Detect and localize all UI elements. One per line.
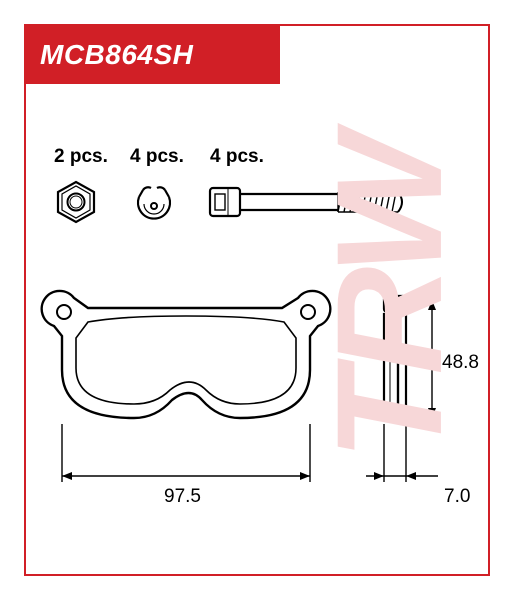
nut-icon xyxy=(58,182,94,222)
dim-line-width xyxy=(62,424,310,482)
drawing-frame: MCB864SH 2 pcs. 4 pcs. 4 pcs. 48.8 97.5 … xyxy=(24,24,490,576)
technical-drawing xyxy=(26,84,488,574)
product-code: MCB864SH xyxy=(40,39,193,71)
bolt-icon xyxy=(210,188,402,216)
dim-line-thickness xyxy=(366,424,438,482)
header-bar: MCB864SH xyxy=(26,26,280,84)
drawing-content: 2 pcs. 4 pcs. 4 pcs. 48.8 97.5 7.0 xyxy=(26,84,488,574)
brake-pad-side xyxy=(384,296,408,420)
clip-icon xyxy=(138,187,170,218)
dim-line-height xyxy=(410,300,438,418)
brake-pad-front xyxy=(42,291,331,418)
